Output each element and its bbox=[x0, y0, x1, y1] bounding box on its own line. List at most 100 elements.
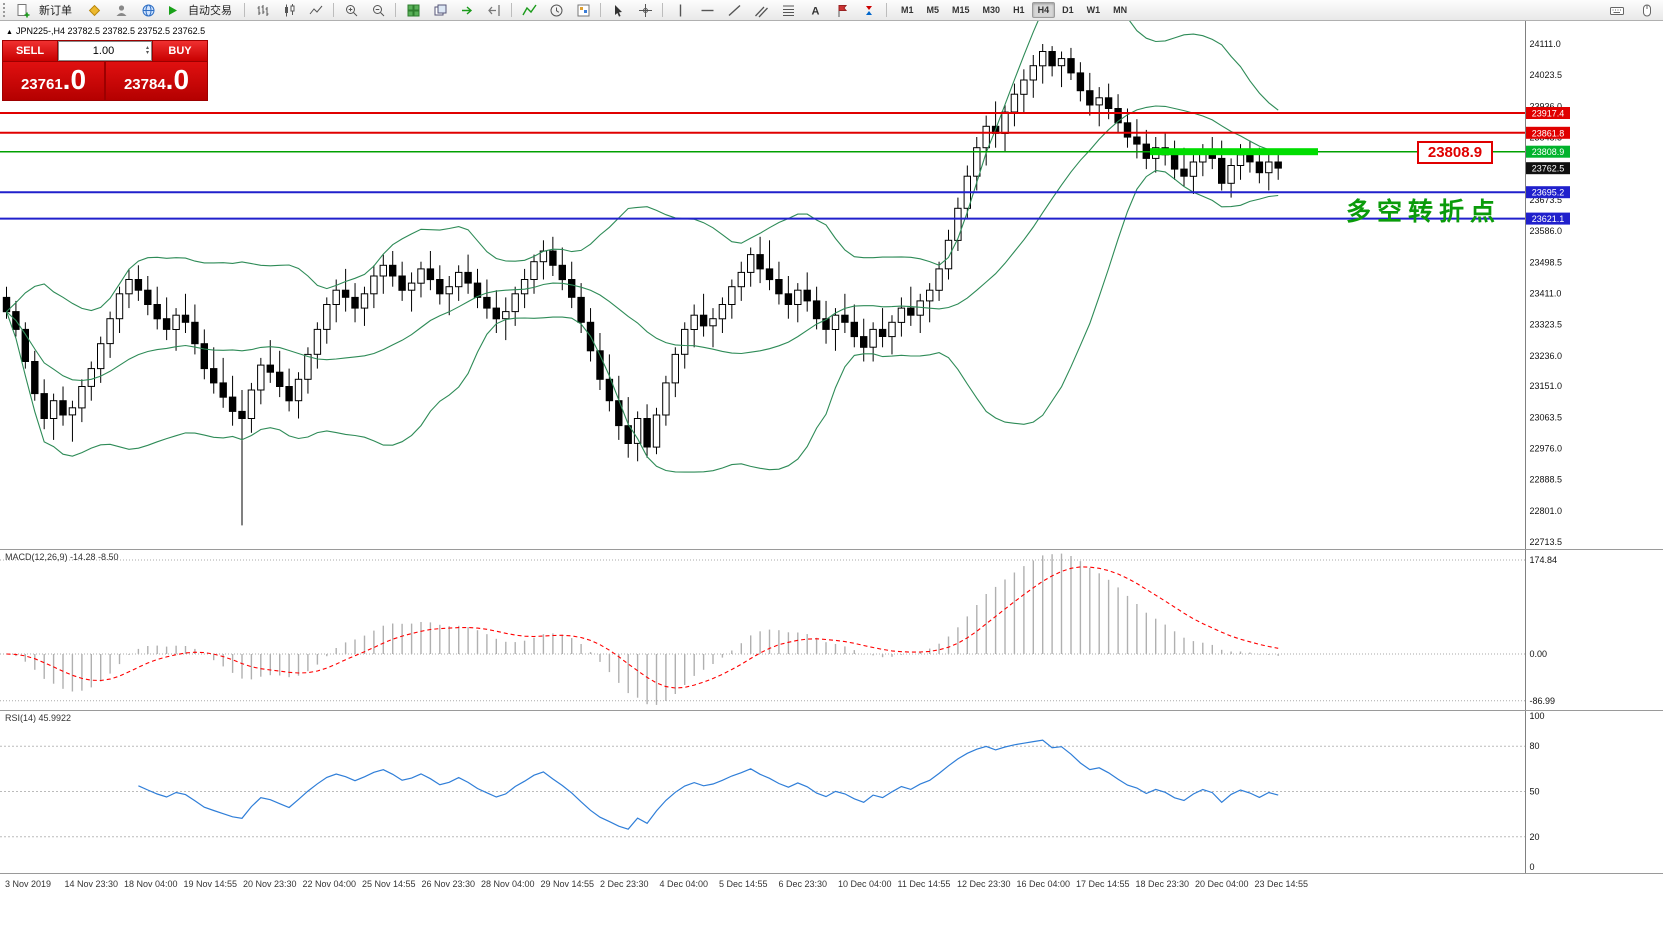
time-axis-label: 4 Dec 04:00 bbox=[659, 879, 709, 889]
text-icon: A bbox=[811, 5, 819, 17]
main-chart-canvas[interactable]: 24111.024023.523936.023848.523761.023673… bbox=[0, 21, 1663, 549]
periods-button[interactable] bbox=[543, 0, 569, 20]
macd-axis-label: -86.99 bbox=[1530, 696, 1556, 706]
sell-price-button[interactable]: 23761.0 bbox=[3, 62, 104, 100]
price-axis-label: 22801.0 bbox=[1530, 506, 1563, 516]
bollinger-band-line bbox=[6, 105, 1279, 382]
toolbar-separator bbox=[662, 3, 663, 17]
arrows-button[interactable] bbox=[856, 0, 882, 20]
bar-chart-button[interactable] bbox=[249, 0, 275, 20]
price-axis-label: 22713.5 bbox=[1530, 537, 1563, 547]
price-axis-label: 24023.5 bbox=[1530, 70, 1563, 80]
timeframe-button-h4[interactable]: H4 bbox=[1031, 2, 1056, 18]
profile-button[interactable] bbox=[108, 0, 134, 20]
pivot-highlight-band[interactable] bbox=[1150, 148, 1318, 156]
volume-down-icon[interactable]: ▾ bbox=[145, 50, 149, 56]
trendline-button[interactable] bbox=[721, 0, 747, 20]
rsi-axis-label: 20 bbox=[1530, 832, 1540, 842]
new-order-button[interactable]: 新订单 bbox=[13, 0, 80, 20]
macd-pane-canvas[interactable]: 174.84 0.00 -86.99 bbox=[0, 549, 1663, 710]
candlestick-chart-icon bbox=[284, 3, 294, 16]
auto-trading-button[interactable]: 自动交易 bbox=[162, 0, 240, 20]
line-chart-button[interactable] bbox=[303, 0, 329, 20]
horizontal-line-button[interactable] bbox=[694, 0, 720, 20]
rsi-axis-label: 100 bbox=[1530, 711, 1545, 721]
volume-up-icon[interactable]: ▴ bbox=[145, 45, 149, 51]
new-order-label: 新订单 bbox=[39, 5, 72, 17]
keyboard-shortcuts-button[interactable] bbox=[1604, 0, 1630, 20]
price-tag-label: 23695.2 bbox=[1532, 188, 1565, 198]
pointer-options-button[interactable] bbox=[1634, 0, 1660, 20]
chart-shift-icon bbox=[487, 4, 500, 16]
sell-button[interactable]: SELL bbox=[3, 41, 57, 61]
templates-button[interactable] bbox=[570, 0, 596, 20]
trendline-icon bbox=[728, 4, 740, 16]
timeframe-button-m30[interactable]: M30 bbox=[982, 5, 1001, 15]
timeframe-button-m15[interactable]: M15 bbox=[952, 5, 970, 15]
time-axis[interactable]: 3 Nov 2019 14 Nov 23:30 18 Nov 04:00 19 Nov… bbox=[0, 874, 1663, 944]
crosshair-icon bbox=[638, 3, 652, 17]
time-axis-label: 23 Dec 14:55 bbox=[1254, 879, 1309, 889]
one-click-panel-toggle[interactable]: ▲ bbox=[6, 29, 13, 36]
rsi-axis-label: 80 bbox=[1530, 741, 1540, 751]
macd-axis-label: 0.00 bbox=[1530, 649, 1548, 659]
community-button[interactable] bbox=[135, 0, 161, 20]
crosshair-button[interactable] bbox=[632, 0, 658, 20]
time-axis-label: 19 Nov 14:55 bbox=[183, 879, 238, 889]
vertical-line-button[interactable] bbox=[667, 0, 693, 20]
tile-windows-button[interactable] bbox=[400, 0, 426, 20]
volume-input[interactable]: 1.00 ▴ ▾ bbox=[58, 41, 152, 61]
time-axis-label: 28 Nov 04:00 bbox=[481, 879, 535, 889]
label-button[interactable] bbox=[829, 0, 855, 20]
mql-market-button[interactable] bbox=[81, 0, 107, 20]
text-button[interactable]: A bbox=[802, 0, 828, 20]
clock-icon bbox=[550, 4, 562, 16]
mouse-icon bbox=[1643, 4, 1651, 16]
timeframe-button-m1[interactable]: M1 bbox=[901, 5, 914, 15]
pane-divider[interactable] bbox=[0, 549, 1663, 550]
price-tag-label: 23762.5 bbox=[1532, 164, 1565, 174]
toolbar-grip[interactable] bbox=[3, 3, 9, 17]
toolbar-separator bbox=[244, 3, 245, 17]
channel-button[interactable] bbox=[748, 0, 774, 20]
chart-ohlc-title: ▲ JPN225-,H4 23782.5 23782.5 23752.5 2376… bbox=[6, 26, 205, 36]
indicators-button[interactable] bbox=[516, 0, 542, 20]
fibonacci-button[interactable] bbox=[775, 0, 801, 20]
buy-price-button[interactable]: 23784.0 bbox=[106, 62, 207, 100]
pivot-annotation: 多空转折点 bbox=[1346, 198, 1502, 226]
tile-windows-icon bbox=[407, 4, 419, 16]
price-axis-label: 22888.5 bbox=[1530, 475, 1563, 485]
time-axis-label: 26 Nov 23:30 bbox=[421, 879, 476, 889]
timeframe-button-mn[interactable]: MN bbox=[1113, 5, 1128, 15]
cascade-windows-button[interactable] bbox=[427, 0, 453, 20]
cursor-button[interactable] bbox=[605, 0, 631, 20]
channel-icon bbox=[754, 6, 768, 17]
price-axis-label: 23498.5 bbox=[1530, 257, 1563, 267]
template-icon bbox=[577, 4, 589, 16]
bollinger-band-line bbox=[5, 169, 1279, 473]
candles-layer bbox=[2, 44, 1282, 526]
timeframe-button-m5[interactable]: M5 bbox=[926, 5, 940, 15]
auto-scroll-button[interactable] bbox=[454, 0, 480, 20]
time-axis-label: 22 Nov 04:00 bbox=[302, 879, 357, 889]
timeframe-button-h1[interactable]: H1 bbox=[1013, 5, 1025, 15]
chart-shift-button[interactable] bbox=[481, 0, 507, 20]
candlestick-chart-button[interactable] bbox=[276, 0, 302, 20]
play-icon bbox=[169, 5, 177, 15]
new-order-icon bbox=[17, 3, 30, 17]
sell-price-main: 23761 bbox=[20, 76, 63, 93]
gold-diamond-icon bbox=[88, 4, 100, 16]
flag-icon bbox=[838, 4, 847, 17]
macd-indicator-label: MACD(12,26,9) -14.28 -8.50 bbox=[5, 552, 119, 562]
time-axis-label: 29 Nov 14:55 bbox=[540, 879, 595, 889]
time-axis-label: 25 Nov 14:55 bbox=[362, 879, 416, 889]
time-axis-label: 3 Nov 2019 bbox=[5, 879, 52, 889]
pane-divider[interactable] bbox=[0, 710, 1663, 711]
buy-button[interactable]: BUY bbox=[153, 41, 207, 61]
zoom-in-button[interactable] bbox=[338, 0, 364, 20]
zoom-out-button[interactable] bbox=[365, 0, 391, 20]
price-tag-label: 23621.1 bbox=[1532, 214, 1565, 224]
timeframe-button-d1[interactable]: D1 bbox=[1062, 5, 1074, 15]
rsi-pane-canvas[interactable]: 100 80 50 20 0 bbox=[0, 710, 1663, 873]
timeframe-button-w1[interactable]: W1 bbox=[1086, 5, 1101, 15]
